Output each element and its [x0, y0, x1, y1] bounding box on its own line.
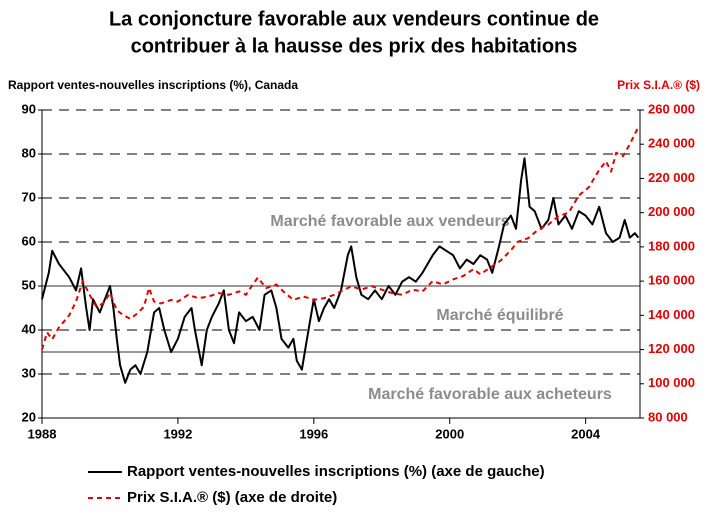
y2-tick-label: 180 000: [648, 238, 695, 253]
y2-tick-label: 260 000: [648, 101, 695, 116]
y2-tick-label: 160 000: [648, 273, 695, 288]
y2-tick-label: 100 000: [648, 375, 695, 390]
annotation: Marché favorable aux vendeurs: [270, 213, 509, 230]
y2-tick-label: 240 000: [648, 136, 695, 151]
annotation: Marché favorable aux acheteurs: [368, 386, 612, 403]
y-axis-label: Rapport ventes-nouvelles inscriptions (%…: [8, 78, 298, 92]
x-tick-label: 2000: [435, 426, 464, 441]
y2-tick-label: 220 000: [648, 170, 695, 185]
y2-tick-label: 120 000: [648, 341, 695, 356]
x-tick-label: 1988: [28, 426, 57, 441]
series-line: [41, 126, 640, 350]
chart-title: La conjoncture favorable aux vendeurs co…: [109, 8, 599, 30]
x-tick-label: 1992: [163, 426, 192, 441]
chart-title: contribuer à la hausse des prix des habi…: [131, 35, 578, 57]
y-tick-label: 90: [22, 101, 36, 116]
y-tick-label: 20: [22, 409, 36, 424]
legend-label: Rapport ventes-nouvelles inscriptions (%…: [127, 463, 545, 480]
y-tick-label: 70: [22, 189, 36, 204]
y2-tick-label: 80 000: [648, 409, 688, 424]
legend-label: Prix S.I.A.® ($) (axe de droite): [127, 489, 337, 506]
y2-tick-label: 140 000: [648, 307, 695, 322]
y-tick-label: 40: [22, 321, 36, 336]
x-tick-label: 1996: [299, 426, 328, 441]
y2-axis-label: Prix S.I.A.® ($): [617, 78, 700, 92]
y-tick-label: 30: [22, 365, 36, 380]
y2-tick-label: 200 000: [648, 204, 695, 219]
series-line: [41, 157, 640, 384]
y-tick-label: 60: [22, 233, 36, 248]
annotation: Marché équilibré: [436, 307, 563, 324]
y-tick-label: 50: [22, 277, 36, 292]
y-tick-label: 80: [22, 145, 36, 160]
x-tick-label: 2004: [571, 426, 601, 441]
